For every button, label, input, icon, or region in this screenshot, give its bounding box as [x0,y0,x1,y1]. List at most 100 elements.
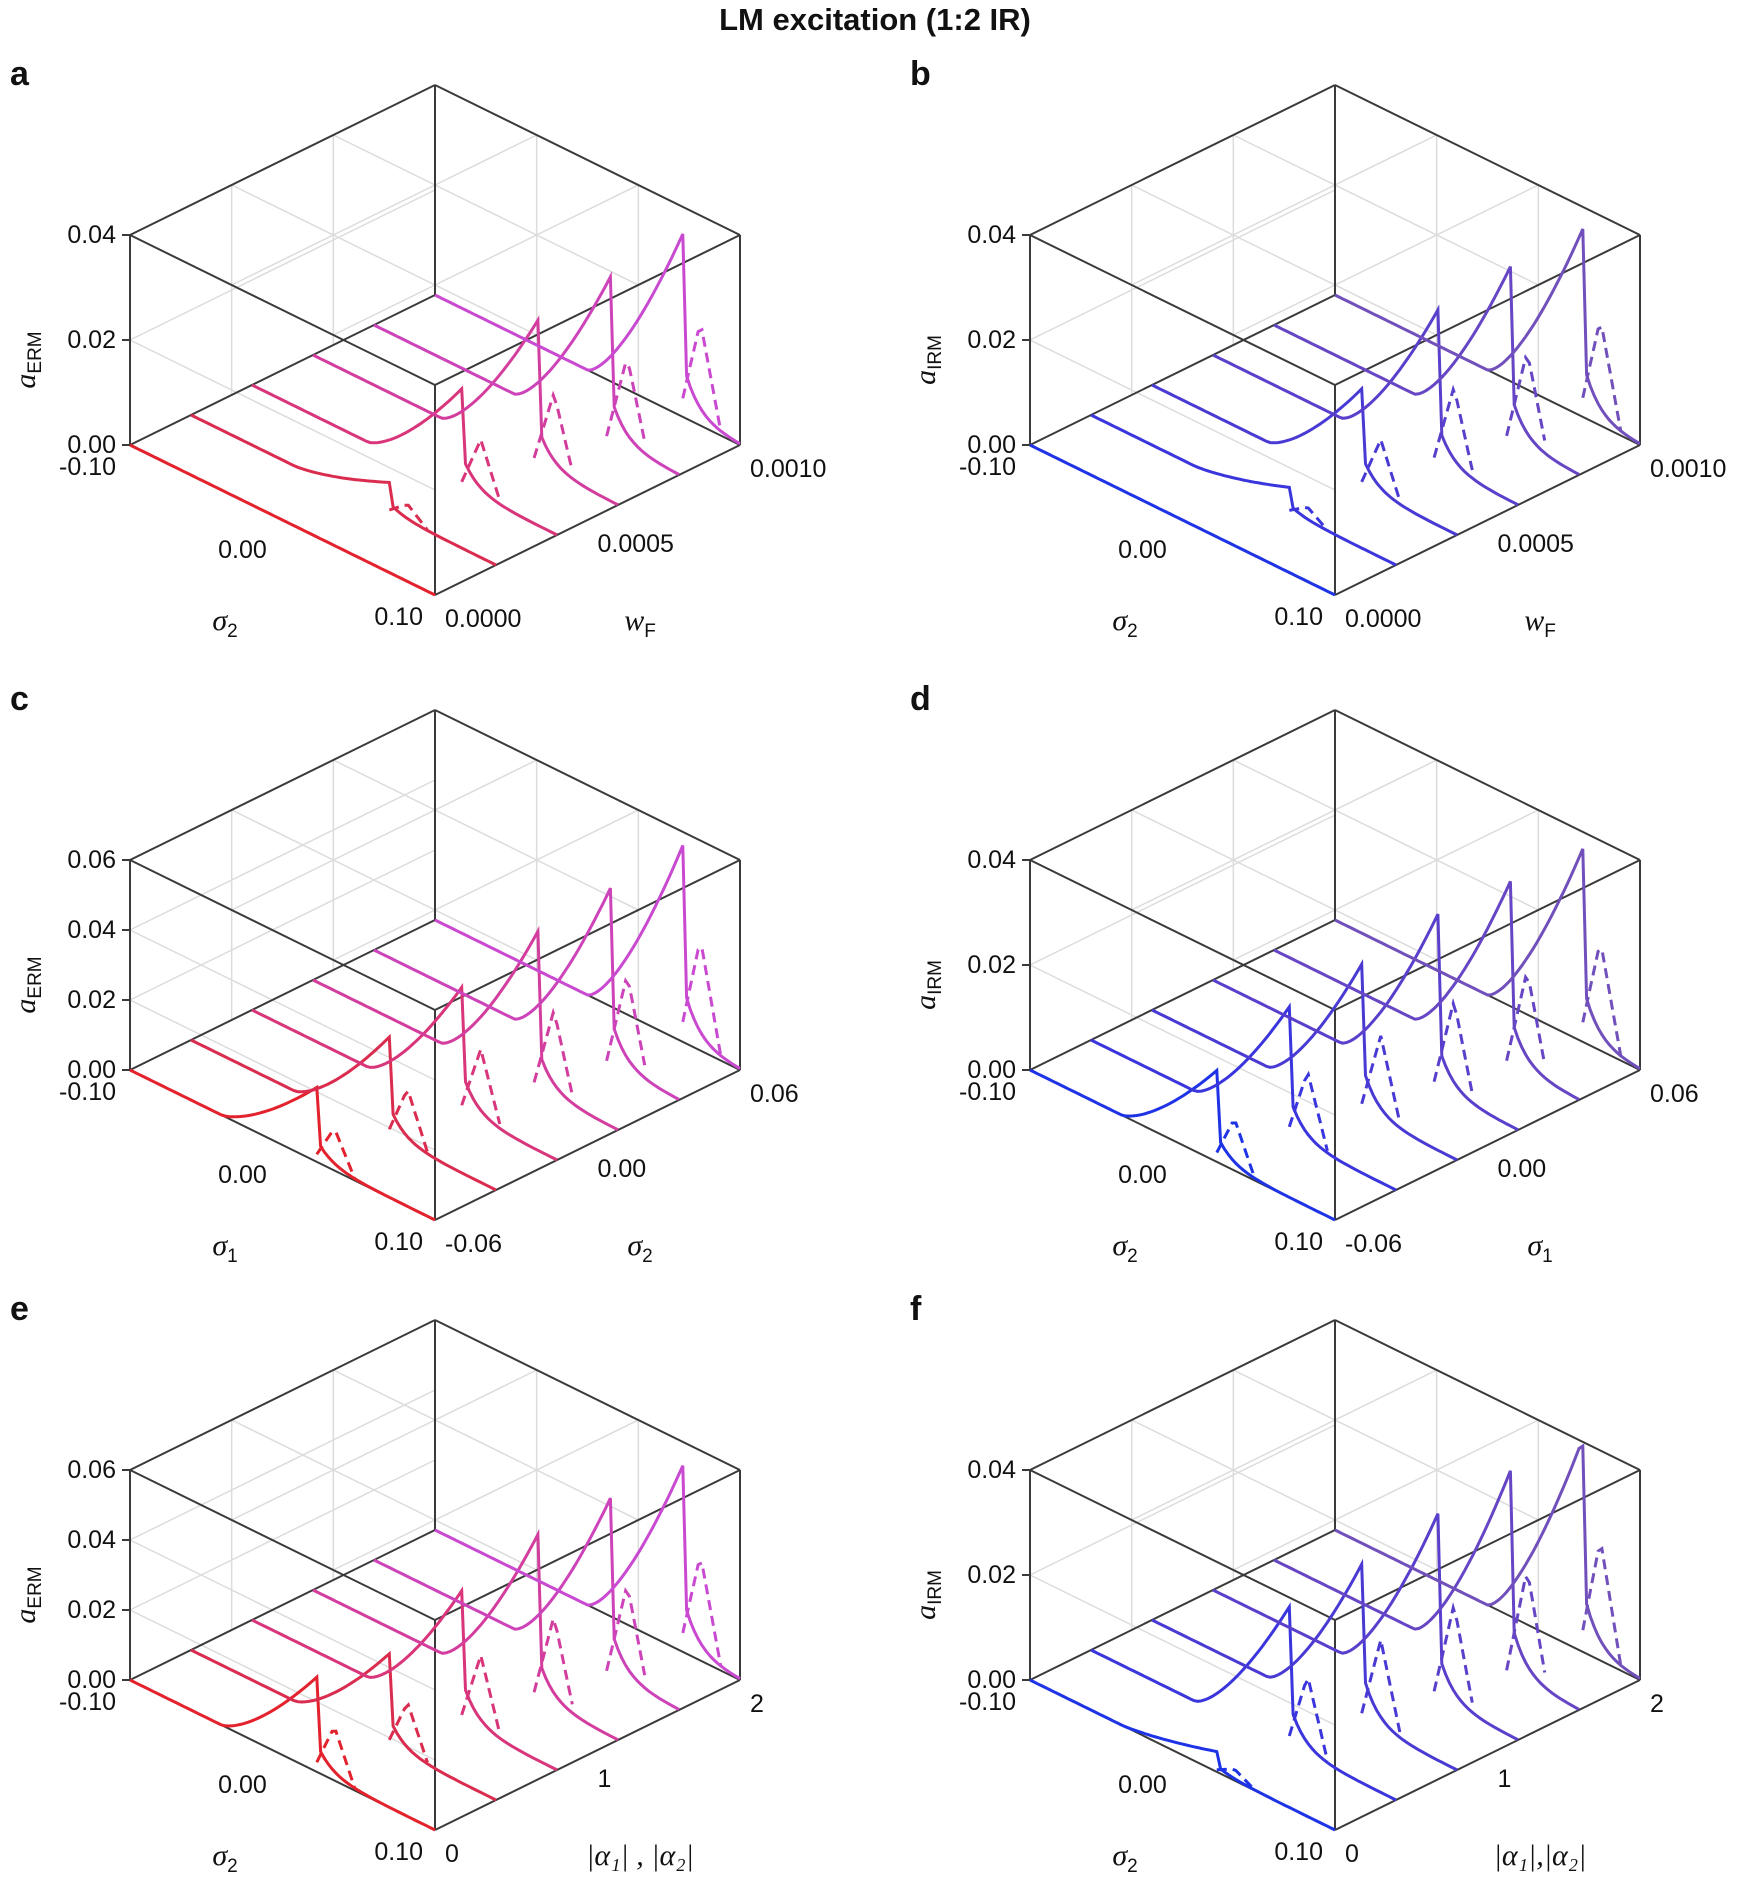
x-tick-label: 0.10 [1274,1838,1323,1866]
series-curve [190,1033,497,1192]
y-axis-label: |α₁|,|α₂| [1494,1839,1587,1872]
z-tick-label: 0.02 [67,986,116,1014]
series-curve-unstable [315,1130,357,1180]
z-tick-label: 0.04 [67,221,116,249]
series-curve-unstable [1581,324,1623,433]
gridline [129,1539,436,1691]
panel-label: c [10,680,29,718]
gridline [231,759,537,911]
x-axis-label: σ2 [1112,1229,1137,1267]
gridline [129,999,436,1151]
box-edge [1029,859,1336,1011]
box-edge [434,1319,741,1471]
gridline [1233,759,1539,911]
series-curve [251,1586,558,1772]
series-curve-unstable [1432,1601,1474,1703]
y-tick-label: 0.0010 [1650,455,1726,483]
gridline [333,184,639,336]
x-tick-label: 0.00 [218,1161,267,1189]
box-edge [129,234,436,386]
series-curve [312,315,619,507]
series-curve-unstable [532,1007,574,1096]
y-tick-label: 0.0010 [750,455,826,483]
gridline [333,1419,639,1571]
y-tick-label: 0.0000 [445,605,521,633]
box-edge [434,1679,741,1831]
x-tick-label: -0.10 [959,453,1016,481]
y-axis-label: wF [624,604,656,642]
z-tick-label: 0.02 [967,951,1016,979]
y-axis-sub: 2 [642,1246,653,1267]
series-curve-unstable [1581,1546,1623,1667]
series-curve [190,413,497,567]
z-tick-label: 0.04 [967,1456,1016,1484]
x-tick-label: 0.00 [1118,1161,1167,1189]
gridline [231,134,537,286]
series-curve-unstable [605,359,647,442]
x-tick-label: 0.00 [1118,536,1167,564]
z-tick-label: 0.00 [67,431,116,459]
series-curve [1334,228,1641,445]
series-curve-unstable [1432,384,1474,471]
gridline [1131,1419,1437,1571]
series-curve-unstable [605,1587,647,1676]
box-edge [129,919,436,1071]
series-curve [1029,1678,1336,1832]
series-curve-unstable [681,945,723,1057]
box-edge [1029,84,1336,236]
series-curve [1151,383,1458,537]
series-curve [1090,1002,1397,1192]
box-edge [1334,1069,1641,1221]
gridline [1233,1369,1539,1521]
x-axis-sub: 2 [227,1856,238,1877]
series-curve-unstable [315,1729,357,1790]
x-tick-label: -0.10 [59,1688,116,1716]
z-axis-label: aIRM [909,335,946,385]
y-tick-label: 0.06 [750,1080,799,1108]
y-tick-label: 0 [445,1840,459,1868]
series-curve [373,1497,680,1711]
figure-title: LM excitation (1:2 IR) [719,2,1031,37]
box-edge [1334,709,1641,861]
series-curve [1151,1558,1458,1772]
series-curve-unstable [1432,997,1474,1094]
gridline [1233,184,1539,336]
z-axis-label: aERM [9,956,46,1013]
y-tick-label: 0.06 [1650,1080,1699,1108]
y-axis-sub: 1 [1542,1246,1553,1267]
series-curve [1090,1602,1397,1802]
z-tick-label: 0.06 [67,1456,116,1484]
series-curve-unstable [681,1560,723,1668]
panels: a 0.00 0.02 0.04 aERM -0.10 0.00 0.10 σ2 0.0000 0.… [9,55,1726,1877]
z-tick-label: 0.00 [967,1056,1016,1084]
box-edge [129,84,436,236]
series-curve-unstable [460,1650,502,1734]
panel-label: f [910,1290,922,1328]
gridline [1029,1424,1336,1576]
series-curve-unstable [605,977,647,1066]
series-curve [434,1465,741,1680]
series-curve [312,925,619,1132]
x-tick-label: -0.10 [959,1688,1016,1716]
x-tick-label: 0.10 [1274,1228,1323,1256]
gridline [231,184,537,336]
gridline [1233,1419,1539,1571]
y-tick-label: -0.06 [445,1230,502,1258]
gridline [231,809,537,961]
box-edge [129,1529,436,1681]
z-tick-label: 0.04 [67,916,116,944]
box-edge [434,709,741,861]
series-curve [1029,443,1336,597]
gridline [1131,184,1437,336]
panel-label: a [10,55,30,93]
series-curve [434,844,741,1070]
gridline [1029,1574,1336,1726]
x-axis-sub: 2 [227,621,238,642]
z-axis-label: aERM [9,1566,46,1623]
series-curve-unstable [532,390,574,472]
x-tick-label: -0.10 [59,1078,116,1106]
box-edge [1029,1319,1336,1471]
